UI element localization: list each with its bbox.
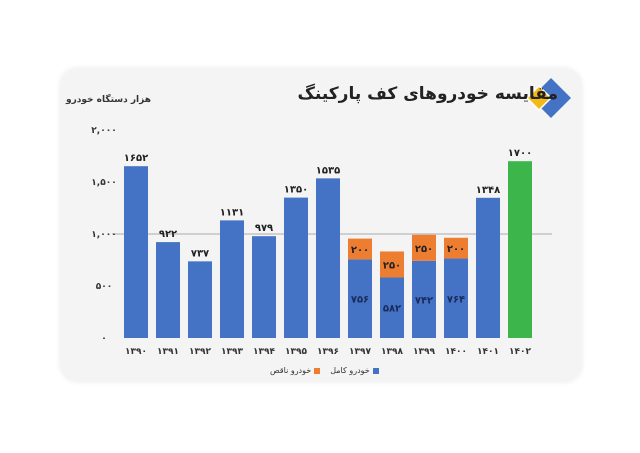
- data-label-complete: ۱۵۳۵: [316, 165, 340, 176]
- x-tick-label: ۱۳۹۷: [349, 347, 371, 357]
- bar-complete: [508, 161, 532, 338]
- x-tick-label: ۱۳۹۹: [413, 347, 435, 357]
- y-tick-label: ۲,۰۰۰: [91, 126, 116, 136]
- bar-complete: [444, 258, 468, 338]
- bar-complete: [316, 178, 340, 338]
- legend-label: خودرو کامل: [330, 366, 370, 375]
- bar-incomplete: [348, 238, 372, 260]
- bar-complete: [380, 277, 404, 338]
- y-tick-label: ۰: [101, 334, 107, 344]
- y-tick-label: ۵۰۰: [96, 282, 112, 292]
- data-label-complete: ۹۲۲: [159, 229, 177, 240]
- data-label-incomplete: ۲۵۰: [383, 260, 401, 271]
- bar-complete: [284, 197, 308, 338]
- bar-incomplete: [412, 234, 436, 261]
- bar-complete: [188, 261, 212, 338]
- y-tick-label: ۱,۵۰۰: [91, 178, 116, 188]
- data-label-complete: ۱۳۵۰: [284, 185, 308, 196]
- bar-complete: [156, 242, 180, 338]
- x-tick-label: ۱۳۹۶: [317, 347, 339, 357]
- data-label-complete: ۱۱۳۱: [220, 207, 244, 218]
- data-label-complete: ۱۷۰۰: [508, 148, 532, 159]
- logo-icon: [525, 78, 571, 122]
- bar-complete: [412, 260, 436, 338]
- x-tick-label: ۱۳۹۱: [157, 347, 179, 357]
- data-label-complete: ۷۶۴: [447, 294, 465, 305]
- bar-complete: [252, 236, 276, 338]
- x-tick-label: ۱۴۰۱: [477, 347, 499, 357]
- data-label-complete: ۱۶۵۲: [124, 153, 148, 164]
- bar-complete: [476, 197, 500, 338]
- bar-complete: [220, 220, 244, 338]
- bar-complete: [348, 259, 372, 338]
- bar-incomplete: [380, 251, 404, 278]
- data-label-complete: ۷۵۶: [351, 295, 369, 306]
- legend: خودرو کامل خودرو ناقص: [270, 366, 379, 375]
- x-tick-label: ۱۳۹۲: [189, 347, 211, 357]
- legend-label: خودرو ناقص: [270, 366, 312, 375]
- data-label-incomplete: ۲۵۰: [415, 244, 433, 255]
- chart-title: مقایسه خودروهای کف پارکینگ: [297, 84, 559, 104]
- data-label-incomplete: ۲۰۰: [447, 244, 465, 255]
- data-label-complete: ۵۸۲: [383, 304, 401, 315]
- legend-swatch: [314, 367, 321, 374]
- legend-swatch: [372, 367, 379, 374]
- y-tick-label: ۱,۰۰۰: [91, 230, 116, 240]
- x-tick-label: ۱۴۰۲: [509, 347, 531, 357]
- bar-incomplete: [444, 237, 468, 259]
- x-tick-label: ۱۳۹۸: [381, 347, 403, 357]
- y-axis-label: هزار دستگاه خودرو: [66, 95, 151, 105]
- legend-item-incomplete: خودرو ناقص: [270, 366, 321, 375]
- data-label-complete: ۱۳۴۸: [476, 185, 500, 196]
- data-label-incomplete: ۲۰۰: [351, 245, 369, 256]
- data-label-complete: ۷۳۷: [191, 248, 209, 259]
- x-tick-label: ۱۳۹۴: [253, 347, 275, 357]
- bar-complete: [124, 166, 148, 338]
- data-label-complete: ۹۷۹: [255, 223, 273, 234]
- data-label-complete: ۷۴۲: [415, 295, 433, 306]
- x-tick-label: ۱۳۹۵: [285, 347, 307, 357]
- x-tick-label: ۱۴۰۰: [445, 347, 467, 357]
- x-tick-label: ۱۳۹۳: [221, 347, 243, 357]
- x-tick-label: ۱۳۹۰: [125, 347, 147, 357]
- legend-item-complete: خودرو کامل: [330, 366, 379, 375]
